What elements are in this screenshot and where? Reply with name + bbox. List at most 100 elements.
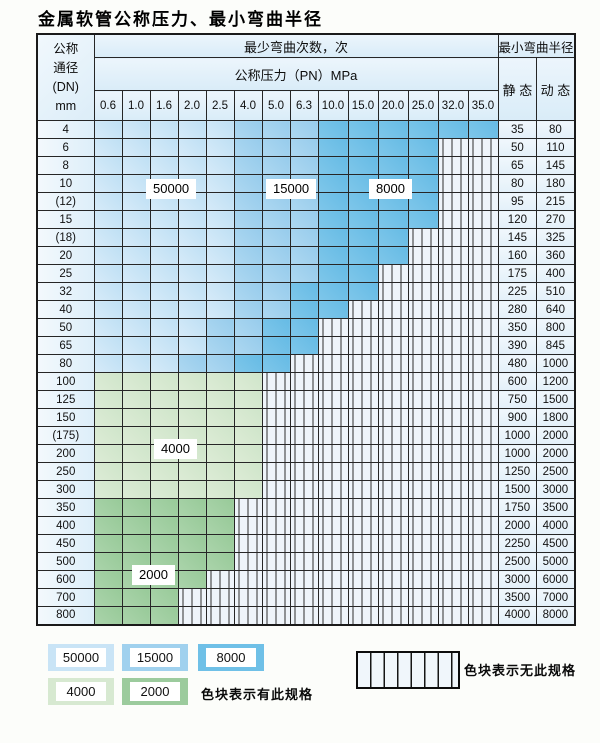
no-spec-cell: [467, 264, 499, 283]
spec-cell: [121, 390, 151, 409]
spec-cell: [149, 372, 179, 391]
static-radius-cell: 600: [497, 372, 538, 391]
no-spec-cell: [437, 354, 469, 373]
dynamic-radius-cell: 110: [536, 138, 576, 157]
spec-cell: [93, 192, 123, 211]
table-row: (175) 1000 2000: [36, 426, 576, 445]
spec-cell: [149, 228, 179, 247]
spec-cell: [261, 318, 291, 337]
spec-cell: [149, 210, 179, 229]
dn-cell: 700: [36, 588, 95, 607]
dn-cell: 20: [36, 246, 95, 265]
spec-cell: [121, 300, 151, 319]
page-title: 金属软管公称压力、最小弯曲半径: [38, 10, 323, 30]
spec-cell: [121, 372, 151, 391]
spec-cell: [377, 138, 409, 157]
spec-cell: [205, 282, 235, 301]
spec-cell: [121, 606, 151, 625]
region-label-15000: 15000: [266, 179, 317, 199]
dynamic-radius-cell: 3000: [536, 480, 576, 499]
spec-cell: [407, 210, 439, 229]
dynamic-radius-cell: 3500: [536, 498, 576, 517]
spec-cell: [121, 354, 151, 373]
dn-cell: 500: [36, 552, 95, 571]
no-spec-cell: [233, 498, 263, 517]
spec-cell: [437, 120, 469, 139]
no-spec-cell: [437, 246, 469, 265]
dynamic-radius-cell: 5000: [536, 552, 576, 571]
pressure-tick: 4.0: [233, 90, 263, 121]
no-spec-cell: [317, 336, 349, 355]
no-spec-cell: [407, 282, 439, 301]
no-spec-cell: [467, 390, 499, 409]
static-radius-cell: 1000: [497, 426, 538, 445]
spec-cell: [93, 246, 123, 265]
spec-cell: [205, 372, 235, 391]
table-row: 25 175 400: [36, 264, 576, 283]
spec-cell: [93, 408, 123, 427]
no-spec-cell: [261, 534, 291, 553]
spec-cell: [377, 156, 409, 175]
spec-cell: [289, 156, 319, 175]
spec-cell: [149, 462, 179, 481]
spec-cell: [93, 606, 123, 625]
spec-cell: [149, 318, 179, 337]
region-label-50000: 50000: [146, 179, 197, 199]
table-row: (12) 95 215: [36, 192, 576, 211]
no-spec-cell: [377, 354, 409, 373]
no-spec-cell: [261, 480, 291, 499]
no-spec-cell: [233, 588, 263, 607]
no-spec-cell: [347, 444, 379, 463]
no-spec-cell: [407, 354, 439, 373]
no-spec-cell: [467, 498, 499, 517]
spec-cell: [177, 228, 207, 247]
spec-cell: [93, 228, 123, 247]
no-spec-cell: [407, 552, 439, 571]
min-bend-radius-header: 最小弯曲半径: [497, 33, 576, 58]
spec-cell: [205, 192, 235, 211]
spec-cell: [93, 498, 123, 517]
static-radius-cell: 2250: [497, 534, 538, 553]
legend-no-spec-note: 色块表示无此规格: [464, 663, 577, 678]
spec-cell: [261, 138, 291, 157]
no-spec-cell: [437, 318, 469, 337]
no-spec-cell: [407, 498, 439, 517]
spec-cell: [233, 156, 263, 175]
no-spec-cell: [233, 552, 263, 571]
no-spec-cell: [467, 426, 499, 445]
spec-cell: [177, 318, 207, 337]
dynamic-radius-cell: 1200: [536, 372, 576, 391]
region-label-8000: 8000: [369, 179, 412, 199]
spec-cell: [205, 390, 235, 409]
table-row: 4 35 80: [36, 120, 576, 139]
no-spec-cell: [317, 570, 349, 589]
no-spec-cell: [437, 498, 469, 517]
spec-cell: [317, 120, 349, 139]
region-label-4000: 4000: [154, 439, 197, 459]
no-spec-cell: [261, 606, 291, 625]
spec-cell: [205, 498, 235, 517]
no-spec-cell: [407, 372, 439, 391]
no-spec-cell: [437, 372, 469, 391]
spec-cell: [149, 120, 179, 139]
no-spec-cell: [289, 372, 319, 391]
spec-cell: [261, 246, 291, 265]
dn-cell: 350: [36, 498, 95, 517]
pressure-tick: 1.6: [149, 90, 179, 121]
spec-cell: [177, 480, 207, 499]
spec-cell: [177, 336, 207, 355]
no-spec-cell: [377, 336, 409, 355]
spec-cell: [177, 408, 207, 427]
no-spec-cell: [377, 264, 409, 283]
no-spec-cell: [347, 462, 379, 481]
no-spec-cell: [377, 318, 409, 337]
no-spec-cell: [289, 534, 319, 553]
no-spec-cell: [261, 408, 291, 427]
dynamic-radius-cell: 8000: [536, 606, 576, 625]
no-spec-cell: [467, 570, 499, 589]
no-spec-cell: [407, 300, 439, 319]
spec-cell: [121, 318, 151, 337]
dn-cell: 200: [36, 444, 95, 463]
spec-cell: [289, 336, 319, 355]
